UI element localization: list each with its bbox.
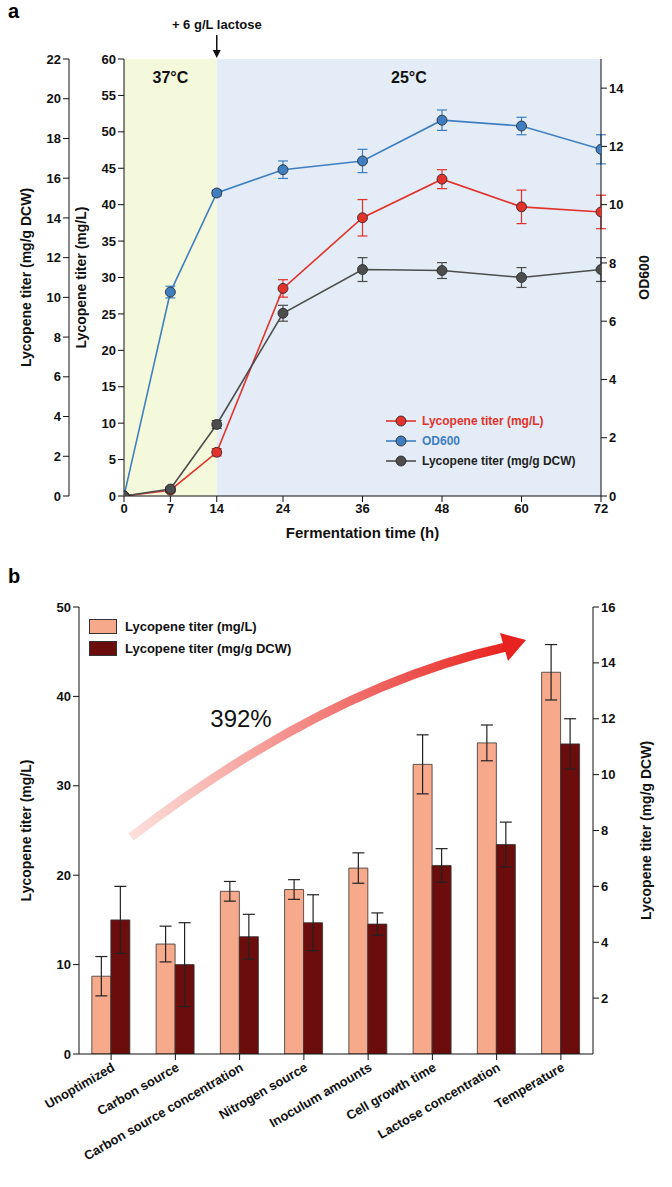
svg-text:60: 60 (514, 501, 528, 516)
svg-text:14: 14 (609, 81, 624, 96)
svg-text:18: 18 (47, 131, 61, 146)
svg-text:50: 50 (57, 600, 71, 615)
svg-text:6: 6 (54, 369, 61, 384)
svg-text:50: 50 (102, 124, 116, 139)
svg-text:10: 10 (47, 290, 61, 305)
svg-text:10: 10 (601, 767, 615, 782)
svg-text:Inoculum amounts: Inoculum amounts (267, 1060, 375, 1131)
svg-text:Lycopene titer (mg/g DCW): Lycopene titer (mg/g DCW) (638, 741, 654, 920)
svg-text:20: 20 (57, 868, 71, 883)
html-text:Lycopene titer (mg/g DCW): Lycopene titer (mg/g DCW) (422, 454, 576, 468)
svg-text:45: 45 (102, 161, 116, 176)
svg-text:14: 14 (210, 501, 225, 516)
svg-text:Lycopene titer (mg/L): Lycopene titer (mg/L) (73, 207, 89, 349)
svg-text:60: 60 (102, 52, 116, 67)
svg-text:30: 30 (102, 270, 116, 285)
svg-text:4: 4 (609, 372, 617, 387)
svg-text:Cell growth time: Cell growth time (343, 1059, 439, 1124)
svg-text:0: 0 (109, 489, 116, 504)
svg-text:40: 40 (57, 689, 71, 704)
svg-text:16: 16 (601, 600, 615, 615)
svg-text:Carbon source concentration: Carbon source concentration (81, 1059, 246, 1164)
svg-text:Lycopene titer (mg/g DCW): Lycopene titer (mg/g DCW) (18, 188, 34, 367)
svg-text:5: 5 (109, 452, 116, 467)
svg-text:0: 0 (120, 501, 127, 516)
svg-text:OD600: OD600 (636, 255, 652, 300)
svg-text:22: 22 (47, 52, 61, 67)
svg-text:4: 4 (54, 409, 62, 424)
svg-text:20: 20 (47, 91, 61, 106)
svg-text:55: 55 (102, 88, 116, 103)
svg-text:Nitrogen source: Nitrogen source (216, 1059, 310, 1123)
svg-text:30: 30 (57, 778, 71, 793)
svg-text:8: 8 (609, 256, 616, 271)
svg-text:15: 15 (102, 379, 116, 394)
svg-text:8: 8 (601, 823, 608, 838)
html-text:a: a (8, 0, 20, 22)
svg-text:8: 8 (54, 330, 61, 345)
svg-text:0: 0 (54, 489, 61, 504)
svg-text:+ 6 g/L lactose: + 6 g/L lactose (172, 17, 262, 32)
svg-text:Lycopene titer (mg/L): Lycopene titer (mg/L) (18, 760, 34, 902)
svg-text:6: 6 (609, 314, 616, 329)
svg-text:37°C: 37°C (153, 69, 189, 86)
svg-text:2: 2 (601, 991, 608, 1006)
html-text:Lycopene titer (mg/L): Lycopene titer (mg/L) (125, 618, 257, 634)
svg-text:0: 0 (609, 489, 616, 504)
svg-text:392%: 392% (210, 705, 271, 732)
svg-text:16: 16 (47, 171, 61, 186)
svg-text:48: 48 (435, 501, 449, 516)
svg-text:12: 12 (609, 139, 623, 154)
svg-text:0: 0 (64, 1047, 71, 1062)
svg-text:20: 20 (102, 343, 116, 358)
svg-text:10: 10 (57, 957, 71, 972)
svg-text:Unoptimized: Unoptimized (42, 1059, 118, 1112)
svg-text:14: 14 (601, 655, 616, 670)
html-text:b: b (8, 565, 21, 587)
svg-text:6: 6 (601, 879, 608, 894)
svg-text:10: 10 (609, 197, 623, 212)
svg-text:4: 4 (601, 935, 609, 950)
svg-text:12: 12 (601, 711, 615, 726)
svg-text:Carbon source: Carbon source (94, 1059, 182, 1119)
svg-text:72: 72 (594, 501, 608, 516)
svg-text:Temperature: Temperature (492, 1060, 567, 1112)
svg-text:10: 10 (102, 416, 116, 431)
svg-text:12: 12 (47, 250, 61, 265)
html-text:Lycopene titer (mg/L): Lycopene titer (mg/L) (422, 414, 544, 428)
svg-text:14: 14 (47, 211, 62, 226)
svg-text:2: 2 (609, 430, 616, 445)
html-text:OD600: OD600 (422, 434, 460, 448)
svg-text:Lactose concentration: Lactose concentration (375, 1060, 503, 1142)
svg-text:24: 24 (276, 501, 291, 516)
svg-text:25: 25 (102, 307, 116, 322)
svg-text:35: 35 (102, 234, 116, 249)
svg-text:2: 2 (54, 449, 61, 464)
svg-text:36: 36 (355, 501, 369, 516)
html-text:Lycopene titer (mg/g DCW): Lycopene titer (mg/g DCW) (125, 640, 292, 656)
svg-text:Fermentation time (h): Fermentation time (h) (286, 524, 439, 541)
svg-text:7: 7 (167, 501, 174, 516)
svg-text:40: 40 (102, 197, 116, 212)
svg-text:25°C: 25°C (391, 69, 427, 86)
